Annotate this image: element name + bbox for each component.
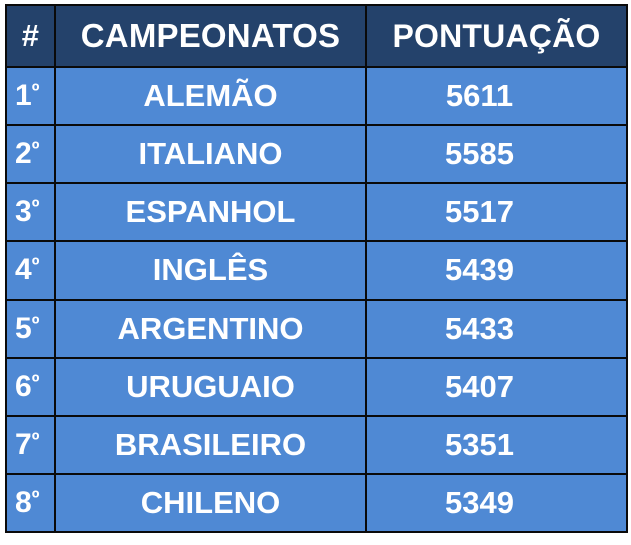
rank-ordinal-suffix: º	[31, 138, 40, 162]
cell-rank: 8º	[5, 472, 56, 534]
rank-ordinal-suffix: º	[31, 312, 40, 336]
table-row: 5º ARGENTINO 5433	[5, 298, 628, 359]
cell-name: CHILENO	[54, 472, 367, 534]
cell-name: ESPANHOL	[54, 182, 367, 243]
column-header-rank: #	[5, 4, 56, 68]
cell-rank: 3º	[5, 182, 56, 243]
rank-number: 6	[15, 369, 32, 403]
table-row: 7º BRASILEIRO 5351	[5, 414, 628, 475]
cell-score: 5517	[365, 182, 628, 243]
table-row: 3º ESPANHOL 5517	[5, 182, 628, 243]
rank-ordinal-suffix: º	[31, 196, 40, 220]
table-row: 2º ITALIANO 5585	[5, 124, 628, 185]
table-row: 6º URUGUAIO 5407	[5, 356, 628, 417]
cell-name: ALEMÃO	[54, 65, 367, 127]
table-row: 1º ALEMÃO 5611	[5, 65, 628, 127]
table-header: # CAMPEONATOS PONTUAÇÃO	[5, 4, 628, 68]
column-header-name: CAMPEONATOS	[54, 4, 367, 68]
rank-ordinal-suffix: º	[31, 80, 40, 104]
rank-ordinal-suffix: º	[31, 254, 40, 278]
ranking-table: # CAMPEONATOS PONTUAÇÃO 1º ALEMÃO 5611 2…	[5, 4, 628, 534]
cell-score: 5349	[365, 472, 628, 534]
table-body: 1º ALEMÃO 5611 2º ITALIANO 5585 3º ESPAN…	[5, 65, 628, 534]
cell-score: 5439	[365, 240, 628, 301]
ranking-sheet: # CAMPEONATOS PONTUAÇÃO 1º ALEMÃO 5611 2…	[5, 4, 628, 534]
rank-ordinal-suffix: º	[31, 486, 40, 510]
cell-rank: 4º	[5, 240, 56, 301]
cell-rank: 5º	[5, 298, 56, 359]
rank-ordinal-suffix: º	[31, 428, 40, 452]
rank-number: 8	[15, 485, 32, 519]
column-header-score: PONTUAÇÃO	[365, 4, 628, 68]
cell-score: 5351	[365, 414, 628, 475]
header-row: # CAMPEONATOS PONTUAÇÃO	[5, 4, 628, 68]
rank-ordinal-suffix: º	[31, 370, 40, 394]
cell-rank: 1º	[5, 65, 56, 127]
cell-name: URUGUAIO	[54, 356, 367, 417]
rank-number: 2	[15, 137, 32, 171]
cell-score: 5407	[365, 356, 628, 417]
rank-number: 5	[15, 311, 32, 345]
cell-score: 5611	[365, 65, 628, 127]
cell-score: 5585	[365, 124, 628, 185]
cell-rank: 6º	[5, 356, 56, 417]
rank-number: 7	[15, 427, 32, 461]
cell-name: BRASILEIRO	[54, 414, 367, 475]
rank-number: 3	[15, 195, 32, 229]
cell-rank: 7º	[5, 414, 56, 475]
table-row: 8º CHILENO 5349	[5, 472, 628, 534]
cell-name: ARGENTINO	[54, 298, 367, 359]
table-row: 4º INGLÊS 5439	[5, 240, 628, 301]
cell-score: 5433	[365, 298, 628, 359]
rank-number: 1	[15, 79, 32, 113]
cell-rank: 2º	[5, 124, 56, 185]
rank-number: 4	[15, 253, 32, 287]
cell-name: ITALIANO	[54, 124, 367, 185]
cell-name: INGLÊS	[54, 240, 367, 301]
